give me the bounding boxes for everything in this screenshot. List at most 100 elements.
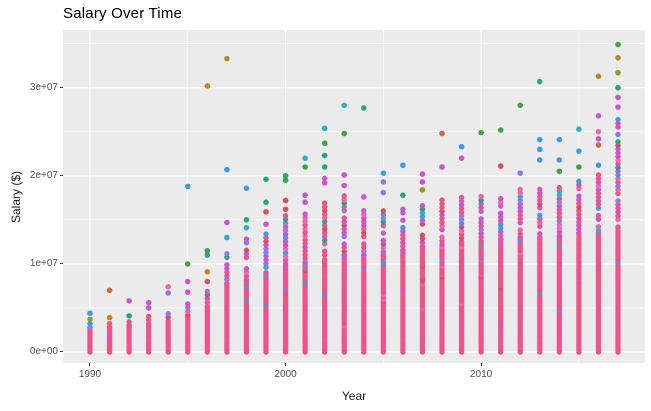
data-point (497, 195, 504, 202)
data-point (439, 201, 445, 207)
data-point (615, 183, 621, 189)
data-point (263, 238, 269, 245)
data-point (595, 212, 602, 219)
data-point (478, 193, 484, 200)
data-point (419, 221, 426, 227)
data-point (380, 170, 387, 176)
data-point (439, 204, 445, 211)
data-point (243, 217, 250, 223)
data-point (419, 243, 426, 249)
data-point (204, 83, 211, 89)
data-point (282, 235, 289, 241)
data-point (615, 190, 621, 197)
data-point (282, 213, 289, 219)
data-point (145, 313, 152, 320)
data-point (478, 219, 484, 226)
data-point (615, 172, 621, 178)
data-point (439, 241, 445, 248)
data-point (380, 219, 387, 225)
data-point (361, 215, 367, 221)
data-point (341, 252, 347, 258)
data-point (341, 233, 347, 240)
data-point (556, 203, 563, 209)
data-point (478, 208, 484, 215)
data-point (282, 261, 289, 267)
data-point (556, 225, 563, 232)
data-point (282, 216, 289, 223)
data-point (576, 215, 582, 221)
data-point (87, 316, 93, 323)
data-point (400, 228, 406, 234)
data-point (361, 211, 367, 218)
data-point (185, 312, 191, 318)
data-point (497, 163, 504, 169)
data-point (439, 130, 445, 137)
data-point (341, 130, 348, 137)
data-point (282, 206, 289, 213)
data-point (556, 188, 563, 195)
data-point (302, 255, 308, 262)
data-point (361, 219, 367, 225)
data-point (595, 142, 602, 148)
data-point (517, 227, 523, 233)
data-point (556, 196, 563, 202)
data-point (419, 187, 426, 193)
data-point (185, 308, 191, 314)
data-point (556, 233, 563, 239)
data-point (321, 215, 328, 221)
data-point (615, 187, 621, 193)
data-point (380, 237, 387, 244)
data-point (537, 194, 543, 200)
data-point (537, 231, 543, 237)
data-point (439, 197, 445, 203)
data-point (458, 213, 465, 219)
data-point (126, 298, 132, 304)
data-point (595, 183, 602, 189)
data-point (145, 321, 152, 327)
data-point (576, 185, 582, 192)
data-point (517, 190, 523, 196)
data-point (595, 113, 602, 119)
data-point (341, 207, 347, 214)
data-point (302, 229, 308, 236)
data-point (341, 200, 347, 206)
data-point (126, 322, 132, 329)
data-point (263, 253, 269, 259)
data-point (243, 254, 250, 261)
data-point (321, 140, 328, 147)
x-axis-title: Year (341, 389, 367, 403)
data-point (302, 252, 308, 258)
data-point (556, 214, 563, 220)
data-point (400, 224, 406, 231)
data-point (321, 230, 328, 236)
data-point (595, 224, 602, 230)
data-point (400, 217, 406, 223)
data-point (478, 197, 484, 203)
data-point (341, 193, 347, 199)
data-point (400, 239, 406, 246)
data-point (263, 199, 269, 206)
data-point (341, 102, 348, 109)
data-point (537, 190, 543, 196)
data-point (321, 152, 328, 159)
data-point (87, 324, 93, 331)
data-point (282, 242, 289, 249)
data-point (576, 222, 582, 229)
data-point (556, 218, 563, 224)
data-point (380, 189, 387, 196)
data-point (263, 209, 269, 215)
data-point (439, 234, 445, 240)
data-point (224, 280, 230, 286)
data-point (517, 234, 523, 241)
data-point (615, 205, 621, 212)
data-point (615, 41, 621, 48)
data-point (478, 227, 484, 233)
data-point (576, 193, 582, 199)
data-point (595, 201, 602, 208)
data-point (576, 164, 582, 170)
data-point (458, 228, 465, 234)
data-point (184, 289, 191, 295)
data-point (263, 231, 269, 237)
data-point (576, 148, 582, 154)
data-point (204, 299, 211, 306)
